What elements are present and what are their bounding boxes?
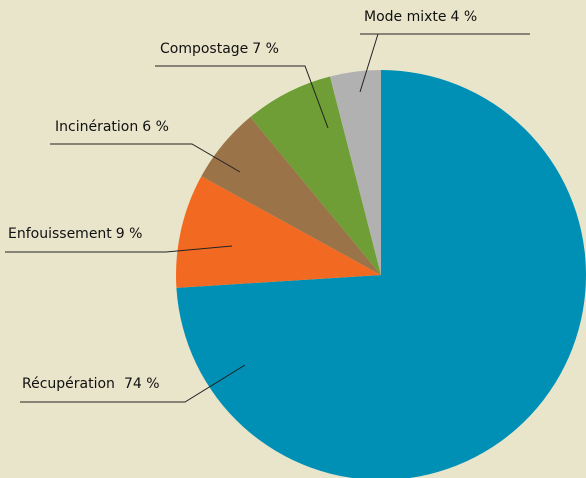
category-name: Incinération <box>55 119 138 135</box>
value-label: 6 % <box>142 119 169 135</box>
pie-slice <box>176 70 586 478</box>
slice-label: Mode mixte 4 % <box>364 9 477 25</box>
category-name: Compostage <box>160 41 248 57</box>
slice-label: Enfouissement 9 % <box>8 226 142 242</box>
slice-label: Incinération 6 % <box>55 119 169 135</box>
slice-label: Récupération 74 % <box>22 376 160 392</box>
pie-slice <box>176 176 381 288</box>
leader-line <box>155 65 329 129</box>
pie-slice <box>250 76 381 275</box>
value-label: 9 % <box>116 226 143 242</box>
leader-line <box>5 245 233 253</box>
category-name: Récupération <box>22 376 115 392</box>
leader-line <box>20 364 246 403</box>
value-label: 4 % <box>451 9 478 25</box>
category-name: Enfouissement <box>8 226 112 242</box>
pie-slice <box>330 70 381 275</box>
leader-line <box>359 33 530 93</box>
category-name: Mode mixte <box>364 9 447 25</box>
leader-line <box>50 143 241 173</box>
value-label: 74 % <box>124 376 160 392</box>
slice-label: Compostage 7 % <box>160 41 279 57</box>
value-label: 7 % <box>252 41 279 57</box>
pie-slice <box>201 117 381 275</box>
